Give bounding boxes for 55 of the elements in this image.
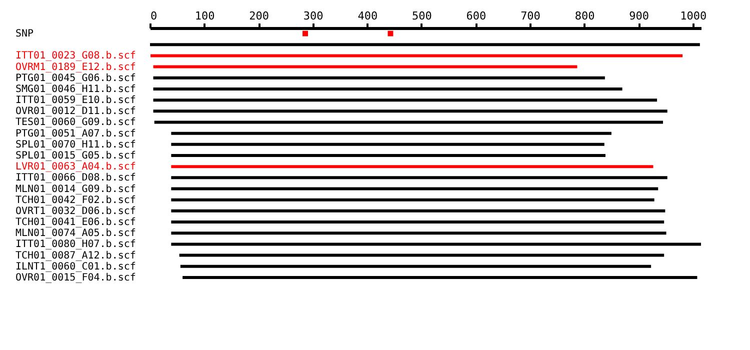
bar	[180, 264, 652, 268]
bar	[153, 76, 605, 80]
y-tick-label: SMG01_0046_H11.b.scf	[16, 84, 136, 95]
y-tick-label: SPL01_0070_H11.b.scf	[16, 139, 136, 150]
bar	[153, 65, 578, 68]
y-tick-label: LVR01_0063_A04.b.scf	[16, 162, 136, 173]
y-tick-label: ITT01_0023_G08.b.scf	[16, 50, 136, 62]
y-tick-label: ITT01_0066_D08.b.scf	[16, 172, 136, 184]
bar	[171, 165, 654, 168]
bar	[153, 87, 622, 90]
y-tick-label: OVRM1_0189_E12.b.scf	[16, 62, 136, 73]
bar	[153, 98, 658, 102]
bar	[179, 254, 664, 257]
bar	[150, 54, 683, 58]
x-tick-label: 200	[249, 10, 270, 22]
x-tick-label: 100	[194, 10, 215, 22]
x-tick-label: 400	[358, 10, 378, 22]
x-tick-label: 800	[574, 10, 595, 22]
y-tick-label: SPL01_0015_G05.b.scf	[16, 150, 136, 162]
y-tick-label: OVRT1_0032_D06.b.scf	[16, 206, 136, 217]
y-tick-label: OVR01_0015_F04.b.scf	[16, 272, 136, 284]
x-tick-label: 0	[150, 10, 158, 22]
x-tick-label: 500	[412, 10, 432, 22]
y-tick-label: SNP	[16, 28, 34, 40]
bar	[171, 242, 701, 246]
y-tick-label: PTG01_0045_G06.b.scf	[16, 72, 136, 84]
bar	[150, 43, 700, 46]
y-tick-label: TCH01_0087_A12.b.scf	[16, 250, 136, 262]
y-tick-label: TCH01_0042_F02.b.scf	[16, 194, 136, 206]
bar	[154, 120, 663, 124]
bar	[171, 132, 612, 135]
bar	[182, 276, 698, 279]
bar	[171, 198, 654, 202]
bar	[171, 142, 604, 146]
x-tick-label: 700	[520, 10, 540, 22]
y-tick-label: ILNT1_0060_C01.b.scf	[16, 261, 136, 272]
bar	[171, 232, 666, 235]
y-tick-label: TES01_0060_G09.b.scf	[16, 117, 136, 128]
y-tick-label: MLN01_0014_G09.b.scf	[16, 184, 136, 195]
bar	[171, 209, 666, 212]
bar	[171, 154, 606, 157]
x-tick-label: 1000	[680, 10, 707, 22]
bar	[171, 187, 658, 190]
y-tick-label: ITT01_0059_E10.b.scf	[16, 95, 136, 106]
y-tick-label: OVR01_0012_D11.b.scf	[16, 106, 136, 118]
x-tick-label: 300	[303, 10, 324, 22]
bar	[171, 176, 668, 180]
x-tick-label: 600	[466, 10, 486, 22]
y-tick-label: PTG01_0051_A07.b.scf	[16, 128, 136, 140]
x-tick-label: 900	[629, 10, 650, 22]
y-tick-label: ITT01_0080_H07.b.scf	[16, 239, 136, 250]
bar	[171, 220, 664, 224]
y-tick-label: MLN01_0074_A05.b.scf	[16, 228, 136, 240]
bar	[153, 110, 668, 113]
y-tick-label: TCH01_0041_E06.b.scf	[16, 217, 136, 228]
